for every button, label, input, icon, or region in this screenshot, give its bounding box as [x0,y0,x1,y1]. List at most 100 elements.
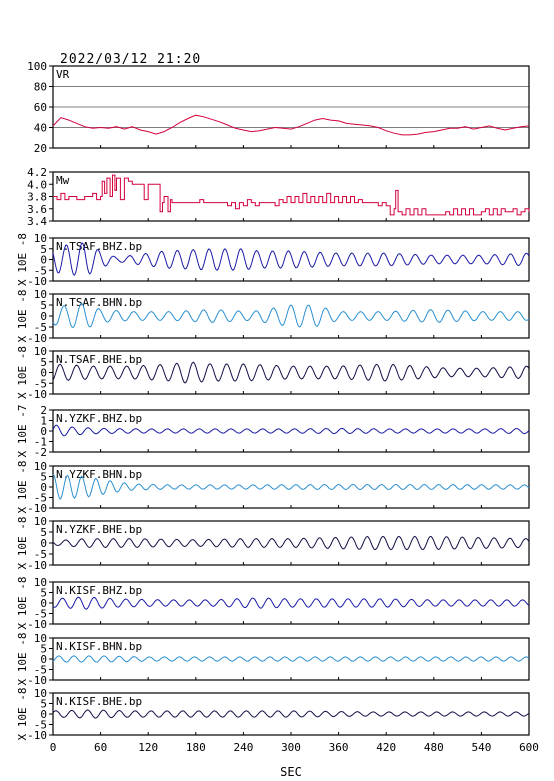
panel-label-n-kisf-bhz-bp: N.KISF.BHZ.bp [56,584,142,597]
y-tick-label: 20 [34,142,47,155]
x-tick-label: 420 [376,741,396,754]
y-tick-label: -5 [34,492,47,505]
y-tick-label: -5 [34,264,47,277]
y-tick-label: -5 [34,377,47,390]
y-tick-label: -10 [27,729,47,742]
x-tick-label: 0 [50,741,57,754]
y-tick-label: -10 [27,388,47,401]
panel-label-mw: Mw [56,174,70,187]
y-tick-label: 3.4 [27,215,47,228]
y-tick-label: 5 [40,526,47,539]
y-tick-label: 0 [40,254,47,267]
y-unit-label: X 10E -8 [16,577,29,630]
panel-label-n-kisf-bhe-bp: N.KISF.BHE.bp [56,695,142,708]
x-tick-label: 600 [519,741,539,754]
y-unit-label: X 10E -8 [16,461,29,514]
y-tick-label: 10 [34,345,47,358]
y-tick-label: 5 [40,471,47,484]
panel-label-n-yzkf-bhn-bp: N.YZKF.BHN.bp [56,468,142,481]
y-tick-label: 0 [40,708,47,721]
y-tick-label: 3.6 [27,203,47,216]
x-tick-label: 360 [329,741,349,754]
chart-title: 2022/03/12 21:20 [60,52,201,67]
y-tick-label: 0 [40,537,47,550]
y-tick-label: 0 [40,481,47,494]
y-tick-label: 5 [40,643,47,656]
y-tick-label: 100 [27,60,47,73]
panel-label-n-tsaf-bhz-bp: N.TSAF.BHZ.bp [56,240,142,253]
panel-label-n-yzkf-bhz-bp: N.YZKF.BHZ.bp [56,412,142,425]
x-tick-label: 180 [186,741,206,754]
trace-mw [53,174,530,216]
trace-n-yzkf-bhe-bp [52,535,530,551]
x-tick-label: 300 [281,741,301,754]
y-tick-label: -10 [27,332,47,345]
x-axis-label: SEC [280,765,302,779]
trace-n-yzkf-bhz-bp [52,424,530,437]
panel-label-n-kisf-bhn-bp: N.KISF.BHN.bp [56,640,142,653]
x-tick-label: 540 [471,741,491,754]
y-tick-label: -5 [34,664,47,677]
panel-label-n-tsaf-bhn-bp: N.TSAF.BHN.bp [56,296,142,309]
y-tick-label: 10 [34,232,47,245]
y-tick-label: 0 [40,425,47,438]
y-tick-label: 5 [40,299,47,312]
y-tick-label: 10 [34,515,47,528]
y-tick-label: -10 [27,674,47,687]
y-tick-label: 1 [40,415,47,428]
y-tick-label: 10 [34,460,47,473]
y-tick-label: 10 [34,632,47,645]
y-tick-label: -2 [34,446,47,459]
x-tick-label: 240 [233,741,253,754]
y-unit-label: X 10E -7 [16,405,29,458]
y-tick-label: -10 [27,275,47,288]
trace-n-tsaf-bhn-bp [52,302,530,328]
y-tick-label: 60 [34,101,47,114]
y-tick-label: 40 [34,122,47,135]
y-tick-label: 3.8 [27,191,47,204]
x-tick-label: 120 [138,741,158,754]
trace-vr [52,114,530,136]
trace-n-tsaf-bhe-bp [52,361,530,384]
y-tick-label: -5 [34,548,47,561]
y-tick-label: 10 [34,576,47,589]
x-tick-label: 60 [94,741,107,754]
y-tick-label: -1 [34,436,47,449]
y-unit-label: X 10E -8 [16,688,29,741]
trace-n-kisf-bhn-bp [52,655,530,663]
y-tick-label: 5 [40,243,47,256]
y-tick-label: 4.0 [27,178,47,191]
y-tick-label: 5 [40,698,47,711]
panel-label-vr: VR [56,68,70,81]
y-tick-label: -10 [27,559,47,572]
y-tick-label: 5 [40,356,47,369]
trace-n-kisf-bhe-bp [52,709,530,719]
y-tick-label: 2 [40,404,47,417]
panel-label-n-tsaf-bhe-bp: N.TSAF.BHE.bp [56,353,142,366]
trace-n-kisf-bhz-bp [52,596,530,610]
y-tick-label: -10 [27,502,47,515]
y-tick-label: 0 [40,367,47,380]
y-unit-label: X 10E -8 [16,233,29,286]
y-unit-label: X 10E -8 [16,517,29,570]
y-tick-label: 80 [34,81,47,94]
y-tick-label: 0 [40,310,47,323]
y-tick-label: -5 [34,321,47,334]
y-tick-label: -5 [34,608,47,621]
y-unit-label: X 10E -8 [16,346,29,399]
x-tick-label: 480 [424,741,444,754]
trace-n-yzkf-bhn-bp [52,474,530,500]
panel-label-n-yzkf-bhe-bp: N.YZKF.BHE.bp [56,523,142,536]
y-tick-label: 5 [40,587,47,600]
y-tick-label: 0 [40,653,47,666]
y-tick-label: 10 [34,288,47,301]
y-tick-label: -5 [34,719,47,732]
y-tick-label: 4.2 [27,166,47,179]
y-tick-label: 10 [34,687,47,700]
y-tick-label: 0 [40,597,47,610]
trace-n-tsaf-bhz-bp [52,242,530,277]
y-unit-label: X 10E -8 [16,290,29,343]
y-unit-label: X 10E -8 [16,633,29,686]
y-tick-label: -10 [27,618,47,631]
